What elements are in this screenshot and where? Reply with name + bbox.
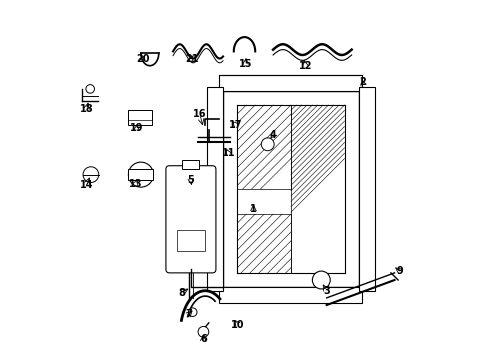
Circle shape [198, 327, 208, 337]
Bar [219, 287, 362, 303]
FancyBboxPatch shape [165, 166, 216, 273]
Bar [237, 105, 290, 189]
Circle shape [261, 138, 274, 151]
Text: 10: 10 [231, 320, 244, 330]
Text: 16: 16 [193, 109, 206, 119]
Text: 6: 6 [200, 334, 206, 344]
Circle shape [86, 85, 94, 93]
Bar [128, 111, 151, 125]
Text: 14: 14 [80, 180, 93, 190]
Bar [223, 91, 358, 287]
Text: 8: 8 [178, 288, 185, 297]
Bar [219, 75, 362, 91]
Text: 15: 15 [238, 59, 252, 69]
Text: 7: 7 [185, 309, 192, 319]
Text: 12: 12 [298, 61, 311, 71]
Bar [206, 87, 223, 291]
Text: 18: 18 [80, 104, 93, 113]
Bar [358, 87, 374, 291]
Circle shape [128, 162, 153, 187]
Text: 2: 2 [358, 77, 365, 87]
Text: 5: 5 [187, 175, 194, 185]
Text: 9: 9 [396, 266, 403, 276]
Text: 19: 19 [130, 123, 143, 133]
Bar [237, 214, 290, 273]
Circle shape [83, 167, 99, 183]
Text: 13: 13 [128, 179, 142, 189]
Circle shape [188, 308, 197, 316]
Text: 11: 11 [221, 148, 235, 158]
Bar [176, 230, 205, 251]
Text: 21: 21 [184, 54, 198, 64]
Circle shape [312, 271, 329, 289]
Text: 17: 17 [228, 120, 242, 130]
Bar [128, 169, 153, 180]
Text: 3: 3 [323, 286, 329, 296]
Text: 4: 4 [269, 130, 276, 140]
Text: 1: 1 [249, 203, 256, 213]
Text: 20: 20 [136, 54, 149, 64]
Bar [290, 105, 344, 273]
Bar [182, 160, 199, 169]
